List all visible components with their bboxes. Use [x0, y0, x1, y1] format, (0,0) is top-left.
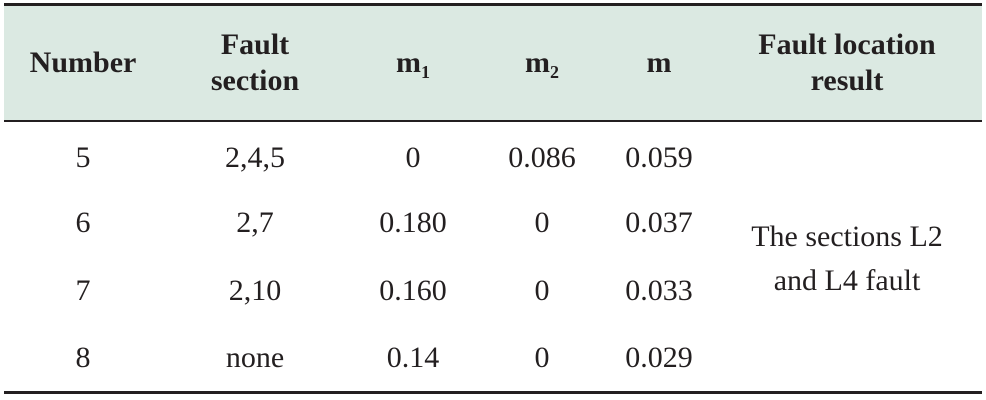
fault-location-table: Number Fault section m1 m2 m Fault locati… [4, 3, 982, 394]
cell-m1: 0.14 [386, 340, 440, 374]
table-row: 5 2,4,5 0 0.086 0.059 The sections L2 and… [4, 121, 982, 297]
header-fault-section-line1: Fault [220, 27, 290, 61]
header-m1-subscript: 1 [421, 61, 430, 82]
cell-m: 0.059 [625, 141, 693, 174]
cell-m2: 0 [534, 273, 550, 307]
header-m-label: m [646, 45, 672, 79]
cell-m: 0.033 [625, 273, 693, 307]
header-result-line1: Fault location [758, 27, 936, 61]
header-m1-base: m [396, 45, 421, 79]
header-m2-subscript: 2 [550, 61, 559, 82]
table-row: 7 2,10 0.160 0 0.033 [4, 257, 982, 325]
header-m2: m2 [478, 5, 606, 121]
result-line1: The sections L2 [751, 220, 943, 254]
header-fault-section-line2: section [210, 63, 300, 97]
cell-number: 5 [75, 141, 91, 174]
cell-fault-section: 2,10 [228, 273, 282, 307]
cell-m2: 0 [534, 205, 550, 239]
result-line2: and L4 fault [773, 264, 921, 298]
cell-m1: 0.160 [379, 273, 447, 307]
cell-m1: 0.180 [379, 205, 447, 239]
header-result-line2: result [810, 63, 884, 97]
header-fault-section: Fault section [162, 5, 348, 121]
table-body: 5 2,4,5 0 0.086 0.059 The sections L2 and… [4, 121, 982, 393]
header-number: Number [4, 5, 162, 121]
cell-m1: 0 [405, 141, 421, 174]
table-row: 6 2,7 0.180 0 0.037 [4, 189, 982, 257]
header-m: m [606, 5, 712, 121]
cell-m2: 0 [534, 340, 550, 374]
header-row: Number Fault section m1 m2 m Fault locati… [4, 4, 982, 121]
cell-fault-section: 2,4,5 [225, 141, 285, 174]
header-m2-base: m [525, 45, 550, 79]
cell-m: 0.037 [625, 205, 693, 239]
cell-m: 0.029 [625, 340, 693, 374]
header-number-label: Number [29, 45, 137, 79]
cell-fault-location-result: The sections L2 and L4 fault [712, 121, 982, 393]
cell-m2: 0.086 [508, 141, 576, 174]
header-m1: m1 [348, 5, 478, 121]
header-fault-location-result: Fault location result [712, 5, 982, 121]
cell-fault-section: 2,7 [236, 205, 274, 239]
cell-number: 6 [75, 205, 91, 239]
cell-fault-section: none [225, 340, 285, 374]
cell-number: 7 [75, 273, 91, 307]
table-row: 8 none 0.14 0 0.029 [4, 325, 982, 393]
cell-number: 8 [75, 340, 91, 374]
table-header: Number Fault section m1 m2 m Fault locati… [4, 4, 982, 121]
